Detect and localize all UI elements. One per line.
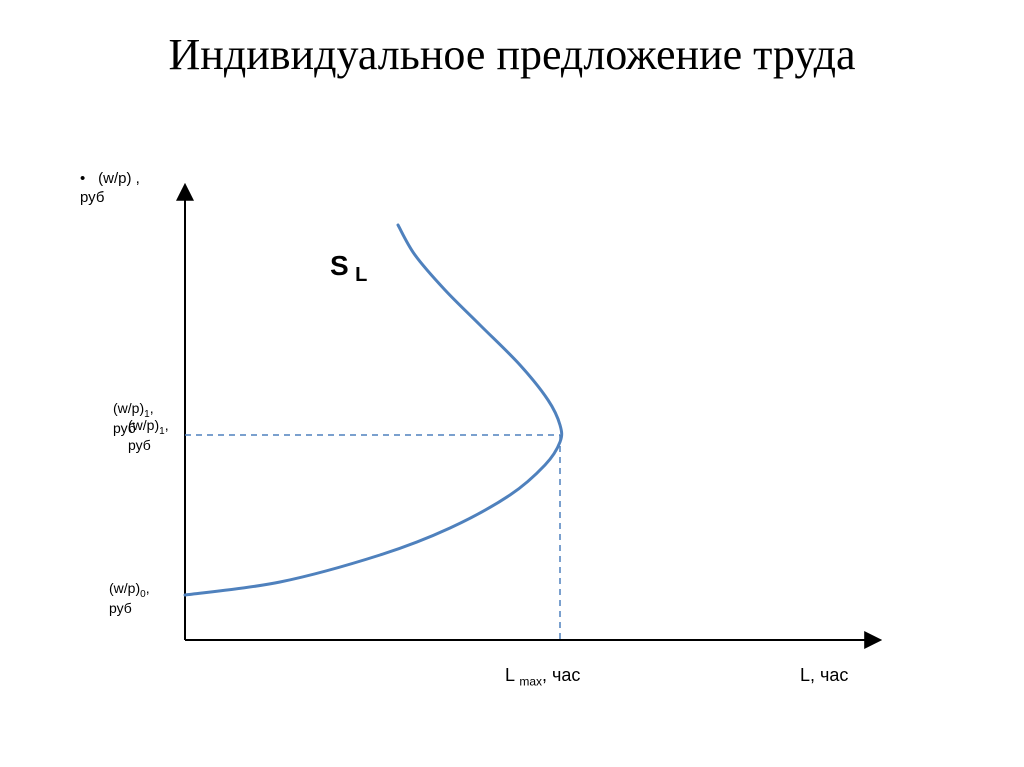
y-tick-1b: (w/p)1, руб xyxy=(128,417,169,453)
supply-curve xyxy=(185,225,562,595)
y-tick-0: (w/p)0, руб xyxy=(109,580,150,616)
x-axis-label: L, час xyxy=(800,665,848,686)
curve-label: S L xyxy=(330,250,365,282)
curve-label-main: S xyxy=(330,250,349,281)
slide: Индивидуальное предложение труда • (w/p)… xyxy=(0,0,1024,767)
x-tick-lmax: L max, час xyxy=(505,665,580,689)
chart-svg xyxy=(0,0,1024,767)
curve-label-sub: L xyxy=(355,264,367,286)
